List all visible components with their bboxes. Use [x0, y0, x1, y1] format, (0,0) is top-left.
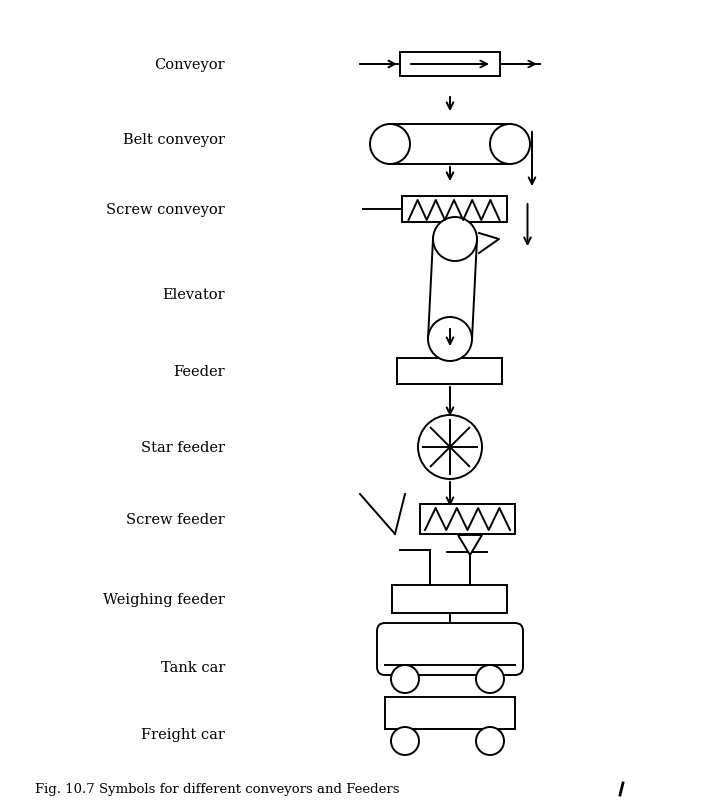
Text: Tank car: Tank car	[161, 660, 225, 675]
Circle shape	[391, 727, 419, 755]
Text: Elevator: Elevator	[162, 287, 225, 302]
Text: Screw conveyor: Screw conveyor	[106, 202, 225, 217]
Text: Fig. 10.7 Symbols for different conveyors and Feeders: Fig. 10.7 Symbols for different conveyor…	[35, 783, 400, 796]
Circle shape	[428, 318, 472, 361]
Circle shape	[391, 665, 419, 693]
Bar	[385, 697, 515, 729]
Circle shape	[476, 727, 504, 755]
Text: Conveyor: Conveyor	[154, 58, 225, 72]
Bar	[393, 585, 508, 613]
FancyBboxPatch shape	[377, 623, 523, 675]
Text: Screw feeder: Screw feeder	[126, 512, 225, 526]
Text: Weighing feeder: Weighing feeder	[103, 593, 225, 606]
Text: Star feeder: Star feeder	[141, 441, 225, 454]
Circle shape	[370, 124, 410, 165]
Polygon shape	[458, 536, 482, 556]
Circle shape	[433, 218, 477, 262]
Circle shape	[490, 124, 530, 165]
Bar	[400, 53, 500, 77]
Bar	[398, 359, 503, 385]
Bar	[403, 197, 508, 222]
Bar	[420, 504, 515, 534]
Text: Freight car: Freight car	[141, 727, 225, 741]
Text: Feeder: Feeder	[173, 365, 225, 378]
Text: Belt conveyor: Belt conveyor	[123, 132, 225, 147]
Circle shape	[476, 665, 504, 693]
Circle shape	[418, 415, 482, 479]
